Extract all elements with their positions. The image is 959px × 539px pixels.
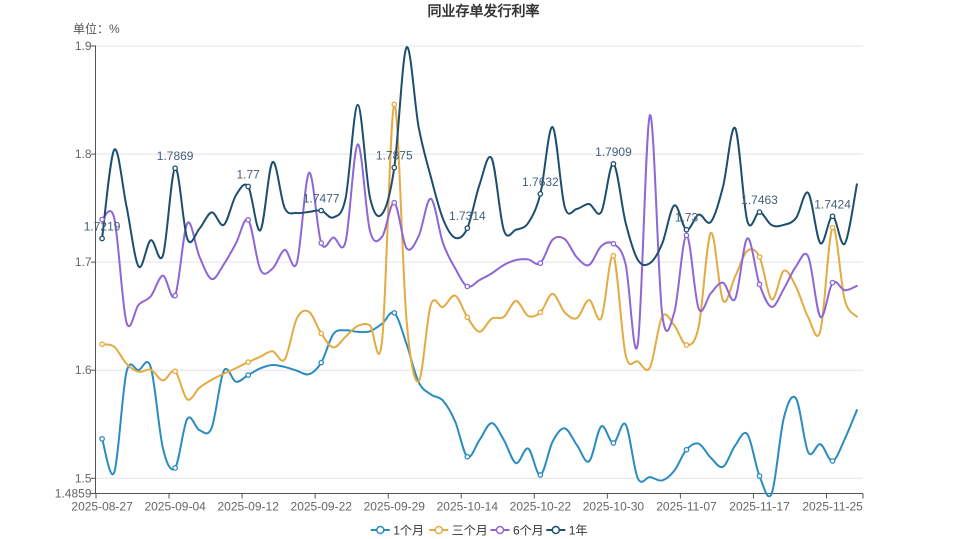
svg-text:1年: 1年 [569, 524, 588, 538]
svg-text:1.73: 1.73 [675, 211, 699, 225]
svg-text:1.77: 1.77 [237, 167, 261, 181]
svg-text:2025-09-29: 2025-09-29 [364, 500, 426, 514]
svg-text:2025-09-22: 2025-09-22 [291, 500, 353, 514]
svg-text:1.5: 1.5 [75, 471, 92, 485]
svg-text:1.7909: 1.7909 [595, 145, 632, 159]
svg-text:1.7424: 1.7424 [814, 197, 851, 211]
svg-text:2025-11-25: 2025-11-25 [802, 500, 863, 514]
svg-text:2025-09-12: 2025-09-12 [217, 500, 279, 514]
svg-text:2025-11-17: 2025-11-17 [729, 500, 790, 514]
svg-text:2025-08-27: 2025-08-27 [71, 500, 133, 514]
svg-text:1.7219: 1.7219 [84, 219, 121, 233]
svg-text:1.7875: 1.7875 [376, 149, 413, 163]
svg-text:2025-10-22: 2025-10-22 [510, 500, 572, 514]
svg-text:三个月: 三个月 [452, 524, 488, 538]
svg-text:1.8: 1.8 [75, 147, 92, 161]
svg-text:2025-10-30: 2025-10-30 [583, 500, 645, 514]
svg-text:2025-10-14: 2025-10-14 [437, 500, 499, 514]
svg-text:1.7869: 1.7869 [157, 149, 194, 163]
svg-text:2025-09-04: 2025-09-04 [144, 500, 206, 514]
svg-text:1.7477: 1.7477 [303, 192, 340, 206]
svg-text:1.7632: 1.7632 [522, 175, 559, 189]
svg-text:6个月: 6个月 [513, 524, 544, 538]
svg-text:1.6: 1.6 [75, 363, 92, 377]
svg-text:1.7314: 1.7314 [449, 209, 486, 223]
svg-text:1.7463: 1.7463 [741, 193, 778, 207]
svg-text:1.4859: 1.4859 [55, 487, 92, 501]
svg-text:1.7: 1.7 [75, 255, 92, 269]
svg-text:2025-11-07: 2025-11-07 [656, 500, 717, 514]
svg-text:1个月: 1个月 [393, 524, 424, 538]
svg-text:1.9: 1.9 [75, 39, 92, 53]
